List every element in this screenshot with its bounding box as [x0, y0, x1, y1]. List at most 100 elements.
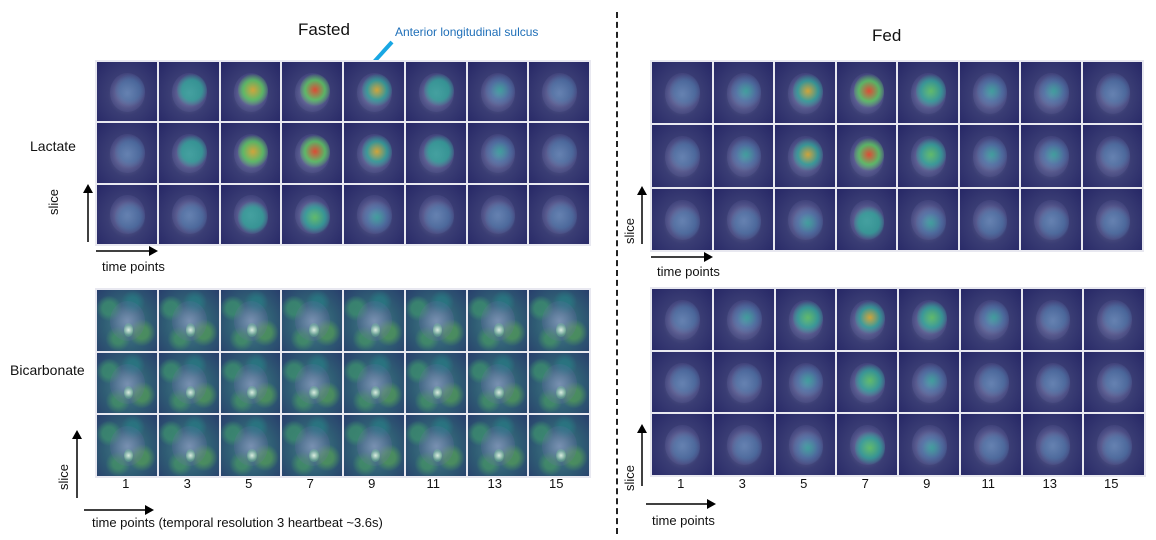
- image-tile: [713, 351, 774, 413]
- fasted-time-label-bottom: time points (temporal resolution 3 heart…: [92, 515, 383, 530]
- signal-overlay: [1100, 137, 1131, 172]
- signal-overlay: [977, 74, 1008, 108]
- image-tile: [220, 184, 281, 244]
- signal-overlay: [731, 137, 762, 172]
- fed-title: Fed: [872, 26, 902, 45]
- signal-overlay: [916, 301, 947, 335]
- signal-overlay: [669, 431, 700, 465]
- signal-overlay: [1040, 431, 1071, 465]
- signal-overlay: [669, 363, 700, 398]
- signal-overlay: [247, 448, 257, 463]
- image-tile: [282, 123, 342, 183]
- image-tile: [282, 352, 342, 414]
- time-point-tick: 13: [487, 476, 502, 491]
- signal-overlay: [432, 386, 443, 400]
- signal-overlay: [432, 323, 443, 337]
- image-tile: [158, 415, 219, 476]
- image-tile: [97, 184, 157, 244]
- image-tile: [775, 351, 836, 413]
- signal-overlay: [123, 448, 134, 463]
- signal-overlay: [978, 431, 1009, 465]
- image-tile: [282, 62, 342, 122]
- image-tile: [899, 414, 959, 475]
- signal-overlay: [556, 448, 566, 463]
- time-point-tick: 5: [245, 476, 253, 491]
- image-tile: [1082, 188, 1142, 250]
- signal-overlay: [1038, 137, 1069, 172]
- image-tile: [652, 289, 712, 350]
- image-tile: [529, 62, 589, 122]
- fasted-time-arrow-bottom: [84, 505, 154, 515]
- image-tile: [344, 184, 404, 244]
- signal-overlay: [300, 201, 331, 234]
- image-tile: [959, 188, 1019, 250]
- image-tile: [1021, 125, 1081, 187]
- image-tile: [467, 123, 528, 183]
- image-tile: [775, 125, 835, 187]
- image-tile: [158, 352, 219, 414]
- image-tile: [1084, 289, 1144, 350]
- image-tile: [220, 352, 281, 414]
- signal-overlay: [978, 301, 1009, 335]
- image-tile: [344, 62, 404, 122]
- signal-overlay: [238, 201, 269, 234]
- signal-overlay: [731, 431, 762, 465]
- image-tile: [1084, 414, 1144, 475]
- fed-lactate-image-grid: [650, 60, 1144, 252]
- signal-overlay: [423, 73, 454, 107]
- fasted-slice-label-bottom: slice: [56, 463, 71, 490]
- signal-overlay: [185, 386, 196, 400]
- fasted-time-ticks: 1 3 5 7 9 11 13 15: [95, 476, 587, 494]
- signal-overlay: [792, 137, 823, 172]
- time-point-tick: 7: [306, 476, 314, 491]
- signal-overlay: [423, 201, 454, 234]
- fasted-slice-arrow-top: [83, 184, 93, 242]
- signal-overlay: [485, 73, 516, 107]
- signal-overlay: [855, 301, 886, 335]
- image-tile: [960, 289, 1021, 350]
- fed-slice-label-top: slice: [622, 217, 637, 244]
- signal-overlay: [731, 363, 762, 398]
- signal-overlay: [793, 363, 824, 398]
- signal-overlay: [432, 448, 443, 463]
- signal-overlay: [485, 135, 516, 168]
- image-tile: [1021, 62, 1081, 124]
- signal-overlay: [1102, 301, 1133, 335]
- signal-overlay: [370, 323, 381, 337]
- signal-overlay: [855, 431, 886, 465]
- signal-overlay: [731, 74, 762, 108]
- signal-overlay: [185, 448, 196, 463]
- image-tile: [713, 188, 773, 250]
- image-tile: [713, 289, 774, 350]
- signal-overlay: [309, 448, 319, 463]
- image-tile: [282, 415, 342, 476]
- signal-overlay: [370, 448, 381, 463]
- time-point-tick: 5: [800, 476, 808, 491]
- fasted-slice-label-top: slice: [46, 188, 61, 215]
- fasted-title: Fasted: [298, 20, 350, 39]
- signal-overlay: [855, 363, 886, 398]
- time-point-tick: 9: [368, 476, 376, 491]
- signal-overlay: [854, 205, 885, 240]
- signal-overlay: [916, 431, 947, 465]
- image-tile: [405, 62, 466, 122]
- image-tile: [836, 125, 896, 187]
- image-tile: [775, 62, 835, 124]
- image-tile: [960, 414, 1021, 475]
- image-tile: [899, 289, 959, 350]
- time-point-tick: 3: [183, 476, 191, 491]
- lactate-label: Lactate: [30, 138, 76, 154]
- signal-overlay: [185, 323, 196, 337]
- signal-overlay: [915, 205, 946, 240]
- image-tile: [652, 188, 712, 250]
- image-tile: [836, 62, 896, 124]
- fed-time-arrow-top: [651, 252, 713, 262]
- image-tile: [344, 290, 404, 351]
- image-tile: [529, 184, 589, 244]
- image-tile: [1082, 62, 1142, 124]
- signal-overlay: [1102, 363, 1133, 398]
- image-tile: [1022, 351, 1083, 413]
- image-tile: [713, 62, 773, 124]
- image-tile: [836, 188, 896, 250]
- time-point-tick: 15: [549, 476, 564, 491]
